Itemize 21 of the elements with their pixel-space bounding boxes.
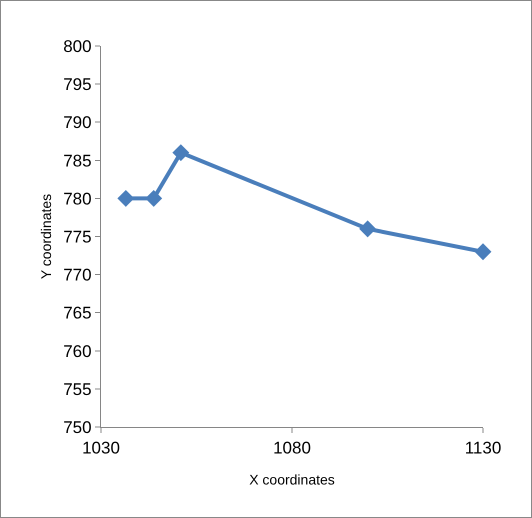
y-tick-label: 770 — [63, 266, 92, 285]
y-tick-label: 775 — [63, 227, 92, 246]
point — [145, 190, 162, 207]
y-axis-title: Y coordinates — [38, 194, 54, 280]
x-tick-label: 1130 — [464, 438, 502, 458]
y-tick-label: 750 — [63, 418, 92, 437]
point — [172, 144, 190, 162]
x-tick-label: 1030 — [82, 438, 120, 458]
point — [117, 190, 134, 207]
point — [359, 220, 376, 238]
y-tick-label: 755 — [63, 380, 92, 399]
y-tick-label: 790 — [63, 113, 92, 132]
x-tick-label: 1080 — [273, 438, 311, 458]
x-axis-title: X coordinates — [249, 472, 335, 488]
y-tick-label: 780 — [63, 189, 92, 208]
point — [474, 243, 492, 260]
y-tick-label: 785 — [63, 151, 92, 170]
y-tick-label: 760 — [63, 342, 92, 361]
y-tick-label: 800 — [63, 36, 92, 56]
y-tick-label: 795 — [63, 75, 92, 94]
y-tick-label: 765 — [63, 304, 92, 323]
